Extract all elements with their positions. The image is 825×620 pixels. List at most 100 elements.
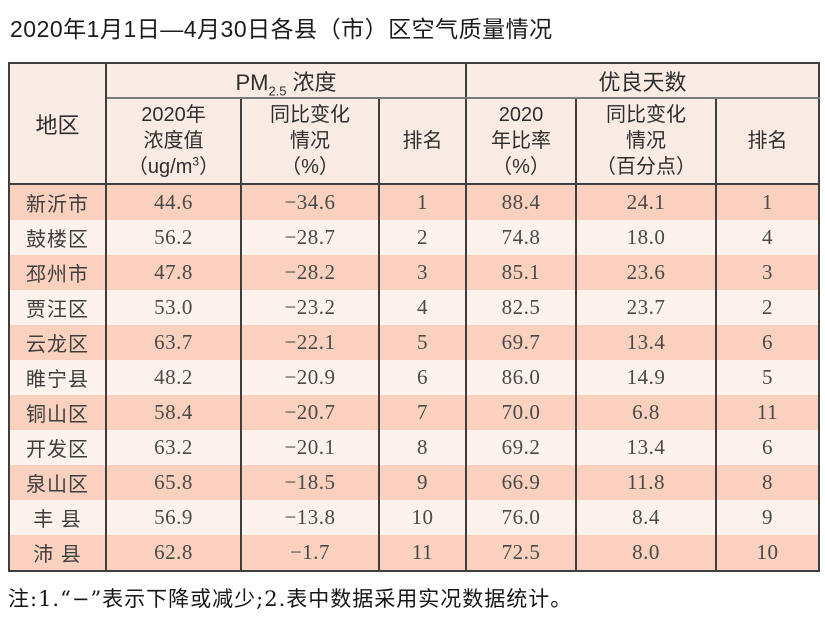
cell-good-ratio: 86.0 (465, 360, 578, 395)
col-header-good-ratio: 2020 年比率 （%） (465, 98, 578, 185)
cell-good-ratio: 69.7 (465, 325, 578, 360)
cell-region: 开发区 (8, 430, 107, 465)
cell-pm-change: −20.7 (240, 395, 380, 430)
cell-region: 铜山区 (8, 395, 107, 430)
cell-good-rank: 10 (715, 535, 821, 571)
cell-good-ratio: 74.8 (465, 220, 578, 255)
table-row: 睢宁县 48.2 −20.9 6 86.0 14.9 5 (8, 360, 821, 395)
cell-region: 邳州市 (8, 255, 107, 290)
cell-good-rank: 6 (715, 430, 821, 465)
table-row: 鼓楼区 56.2 −28.7 2 74.8 18.0 4 (8, 220, 821, 255)
cell-pm-change: −28.7 (240, 220, 380, 255)
table-row: 沛 县 62.8 −1.7 11 72.5 8.0 10 (8, 535, 821, 571)
cell-pm-rank: 5 (377, 325, 468, 360)
cell-good-change: 11.8 (575, 465, 718, 500)
cell-good-rank: 11 (715, 395, 821, 430)
cell-pm-value: 53.0 (105, 290, 242, 325)
cell-pm-rank: 10 (377, 500, 468, 535)
cell-good-change: 13.4 (575, 430, 718, 465)
col-group-good-days: 优良天数 (465, 63, 821, 99)
table-body: 新沂市 44.6 −34.6 1 88.4 24.1 1 鼓楼区 56.2 −2… (8, 184, 821, 571)
cell-good-rank: 5 (715, 360, 821, 395)
cell-good-ratio: 66.9 (465, 465, 578, 500)
unit-superscript: 3 (192, 154, 200, 169)
cell-good-rank: 8 (715, 465, 821, 500)
cell-pm-value: 48.2 (105, 360, 242, 395)
cell-pm-change: −34.6 (240, 184, 380, 220)
table-row: 泉山区 65.8 −18.5 9 66.9 11.8 8 (8, 465, 821, 500)
cell-region: 睢宁县 (8, 360, 107, 395)
cell-good-change: 14.9 (575, 360, 718, 395)
col-header-good-rank: 排名 (715, 98, 821, 185)
cell-good-ratio: 70.0 (465, 395, 578, 430)
cell-good-rank: 9 (715, 500, 821, 535)
pm-suffix: 浓度 (292, 69, 337, 95)
cell-good-change: 8.4 (575, 500, 718, 535)
col-header-pm-value: 2020年 浓度值 （ug/m3） (105, 98, 242, 185)
cell-region: 泉山区 (8, 465, 107, 500)
col-header-pm-change: 同比变化 情况 （%） (240, 98, 380, 185)
cell-good-change: 18.0 (575, 220, 718, 255)
table-row: 丰 县 56.9 −13.8 10 76.0 8.4 9 (8, 500, 821, 535)
header-sub-row: 2020年 浓度值 （ug/m3） 同比变化 情况 （%） 排名 2020 年比… (9, 98, 821, 185)
cell-pm-value: 47.8 (105, 255, 242, 290)
cell-pm-value: 63.2 (105, 430, 242, 465)
cell-region: 新沂市 (8, 184, 107, 220)
cell-pm-rank: 2 (377, 220, 468, 255)
cell-good-change: 13.4 (575, 325, 718, 360)
header-group-row: 地区 PM2.5 浓度 优良天数 (8, 63, 821, 185)
cell-good-rank: 6 (715, 325, 821, 360)
cell-pm-change: −28.2 (240, 255, 380, 290)
cell-good-rank: 2 (715, 290, 821, 325)
cell-good-change: 8.0 (575, 535, 718, 571)
cell-good-ratio: 69.2 (465, 430, 578, 465)
table-row: 云龙区 63.7 −22.1 5 69.7 13.4 6 (8, 325, 821, 360)
cell-pm-change: −22.1 (240, 325, 380, 360)
cell-region: 鼓楼区 (8, 220, 107, 255)
col-header-region: 地区 (8, 63, 107, 185)
cell-pm-value: 56.9 (105, 500, 242, 535)
cell-pm-change: −20.9 (240, 360, 380, 395)
cell-pm-value: 58.4 (105, 395, 242, 430)
cell-good-ratio: 88.4 (465, 184, 578, 220)
cell-region: 沛 县 (8, 535, 107, 571)
cell-pm-value: 65.8 (105, 465, 242, 500)
table-row: 邳州市 47.8 −28.2 3 85.1 23.6 3 (8, 255, 821, 290)
table-row: 贾汪区 53.0 −23.2 4 82.5 23.7 2 (8, 290, 821, 325)
cell-pm-change: −20.1 (240, 430, 380, 465)
cell-good-rank: 3 (715, 255, 821, 290)
pm-value-unit: （ug/m3） (127, 154, 220, 178)
cell-pm-change: −18.5 (240, 465, 380, 500)
cell-pm-rank: 6 (377, 360, 468, 395)
cell-good-ratio: 72.5 (465, 535, 578, 571)
cell-pm-value: 44.6 (105, 184, 242, 220)
col-group-pm25: PM2.5 浓度 (104, 63, 468, 99)
cell-good-rank: 1 (715, 184, 821, 220)
table-row: 开发区 63.2 −20.1 8 69.2 13.4 6 (8, 430, 821, 465)
table-row: 新沂市 44.6 −34.6 1 88.4 24.1 1 (8, 184, 821, 220)
cell-pm-rank: 8 (377, 430, 468, 465)
cell-good-change: 24.1 (575, 184, 718, 220)
table-header: 地区 PM2.5 浓度 优良天数 2020年 浓度值 （ug/m3） 同比变化 情… (8, 63, 821, 185)
air-quality-table: 地区 PM2.5 浓度 优良天数 2020年 浓度值 （ug/m3） 同比变化 情… (8, 62, 821, 572)
cell-region: 贾汪区 (8, 290, 107, 325)
footnote: 注:1.“−”表示下降或减少;2.表中数据采用实况数据统计。 (8, 587, 573, 611)
cell-pm-rank: 1 (377, 184, 468, 220)
cell-pm-rank: 3 (377, 255, 468, 290)
cell-good-ratio: 82.5 (465, 290, 578, 325)
pm-value-line1: 2020年 (141, 104, 206, 126)
cell-good-ratio: 85.1 (465, 255, 578, 290)
pm-subscript: 2.5 (268, 82, 287, 98)
cell-pm-rank: 11 (377, 535, 468, 571)
cell-region: 丰 县 (8, 500, 107, 535)
pm-value-line2: 浓度值 (143, 130, 204, 152)
cell-good-ratio: 76.0 (465, 500, 578, 535)
pm-label: PM (235, 69, 269, 95)
cell-region: 云龙区 (8, 325, 107, 360)
cell-pm-change: −23.2 (240, 290, 380, 325)
table-row: 铜山区 58.4 −20.7 7 70.0 6.8 11 (8, 395, 821, 430)
col-header-good-change: 同比变化 情况 （百分点） (575, 98, 718, 185)
cell-pm-rank: 4 (377, 290, 468, 325)
col-header-pm-rank: 排名 (377, 98, 468, 185)
